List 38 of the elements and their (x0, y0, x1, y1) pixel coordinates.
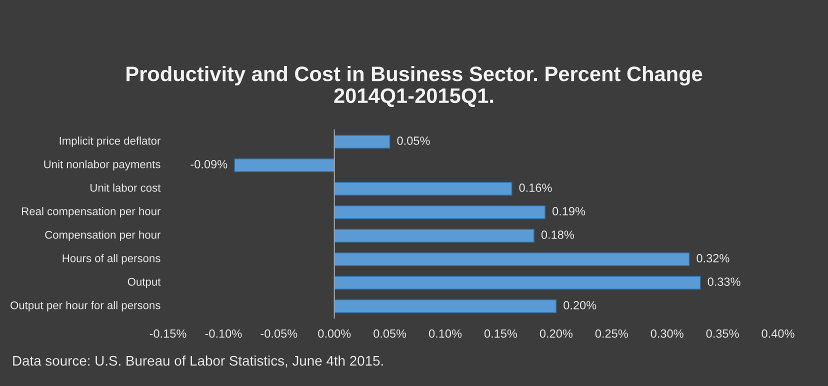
y-tick-label: Output (128, 278, 161, 288)
data-label: 0.18% (541, 230, 574, 239)
data-label: 0.16% (519, 184, 552, 192)
x-tick-label: -0.10% (205, 329, 242, 338)
data-label: 0.33% (708, 278, 740, 286)
bar (334, 252, 690, 266)
bar (334, 134, 390, 149)
y-tick-label: Real compensation per hour (22, 207, 161, 218)
x-tick-label: 0.40% (762, 329, 794, 338)
bar (234, 158, 335, 172)
x-tick-label: 0.15% (484, 329, 518, 338)
y-tick-label: Output per hour for all persons (10, 301, 160, 312)
x-tick-label: 0.05% (374, 329, 406, 338)
x-tick-label: 0.00% (318, 329, 351, 338)
y-tick-label: Hours of all persons (62, 254, 160, 264)
bar (334, 205, 546, 220)
data-label: 0.20% (564, 301, 596, 310)
x-tick-label: 0.35% (706, 329, 739, 338)
x-tick-label: -0.15% (150, 329, 186, 338)
bar (334, 228, 534, 243)
x-tick-label: 0.20% (540, 329, 572, 338)
y-tick-label: Implicit price deflator (60, 136, 160, 147)
x-tick-label: 0.30% (650, 329, 684, 338)
data-label: 0.32% (696, 254, 730, 262)
y-tick-label: Unit labor cost (90, 184, 161, 192)
y-tick-label: Compensation per hour (45, 230, 161, 241)
y-tick-label: Unit nonlabor payments (44, 160, 160, 170)
data-label: -0.09% (190, 160, 228, 168)
x-tick-label: -0.05% (260, 329, 298, 338)
x-tick-label: 0.25% (595, 329, 628, 338)
data-label: 0.05% (397, 136, 430, 145)
bar (334, 182, 512, 196)
chart-title: Productivity and Cost in Business Sector. Percent Change 2014Q1-2015Q1. (126, 66, 702, 107)
source-note: Data source: U.S. Bureau of Labor Statistics, June 4th 2015. (13, 356, 383, 368)
data-label: 0.19% (552, 207, 586, 216)
bar (334, 299, 557, 314)
x-tick-label: 0.10% (429, 329, 462, 338)
bar (334, 276, 701, 290)
